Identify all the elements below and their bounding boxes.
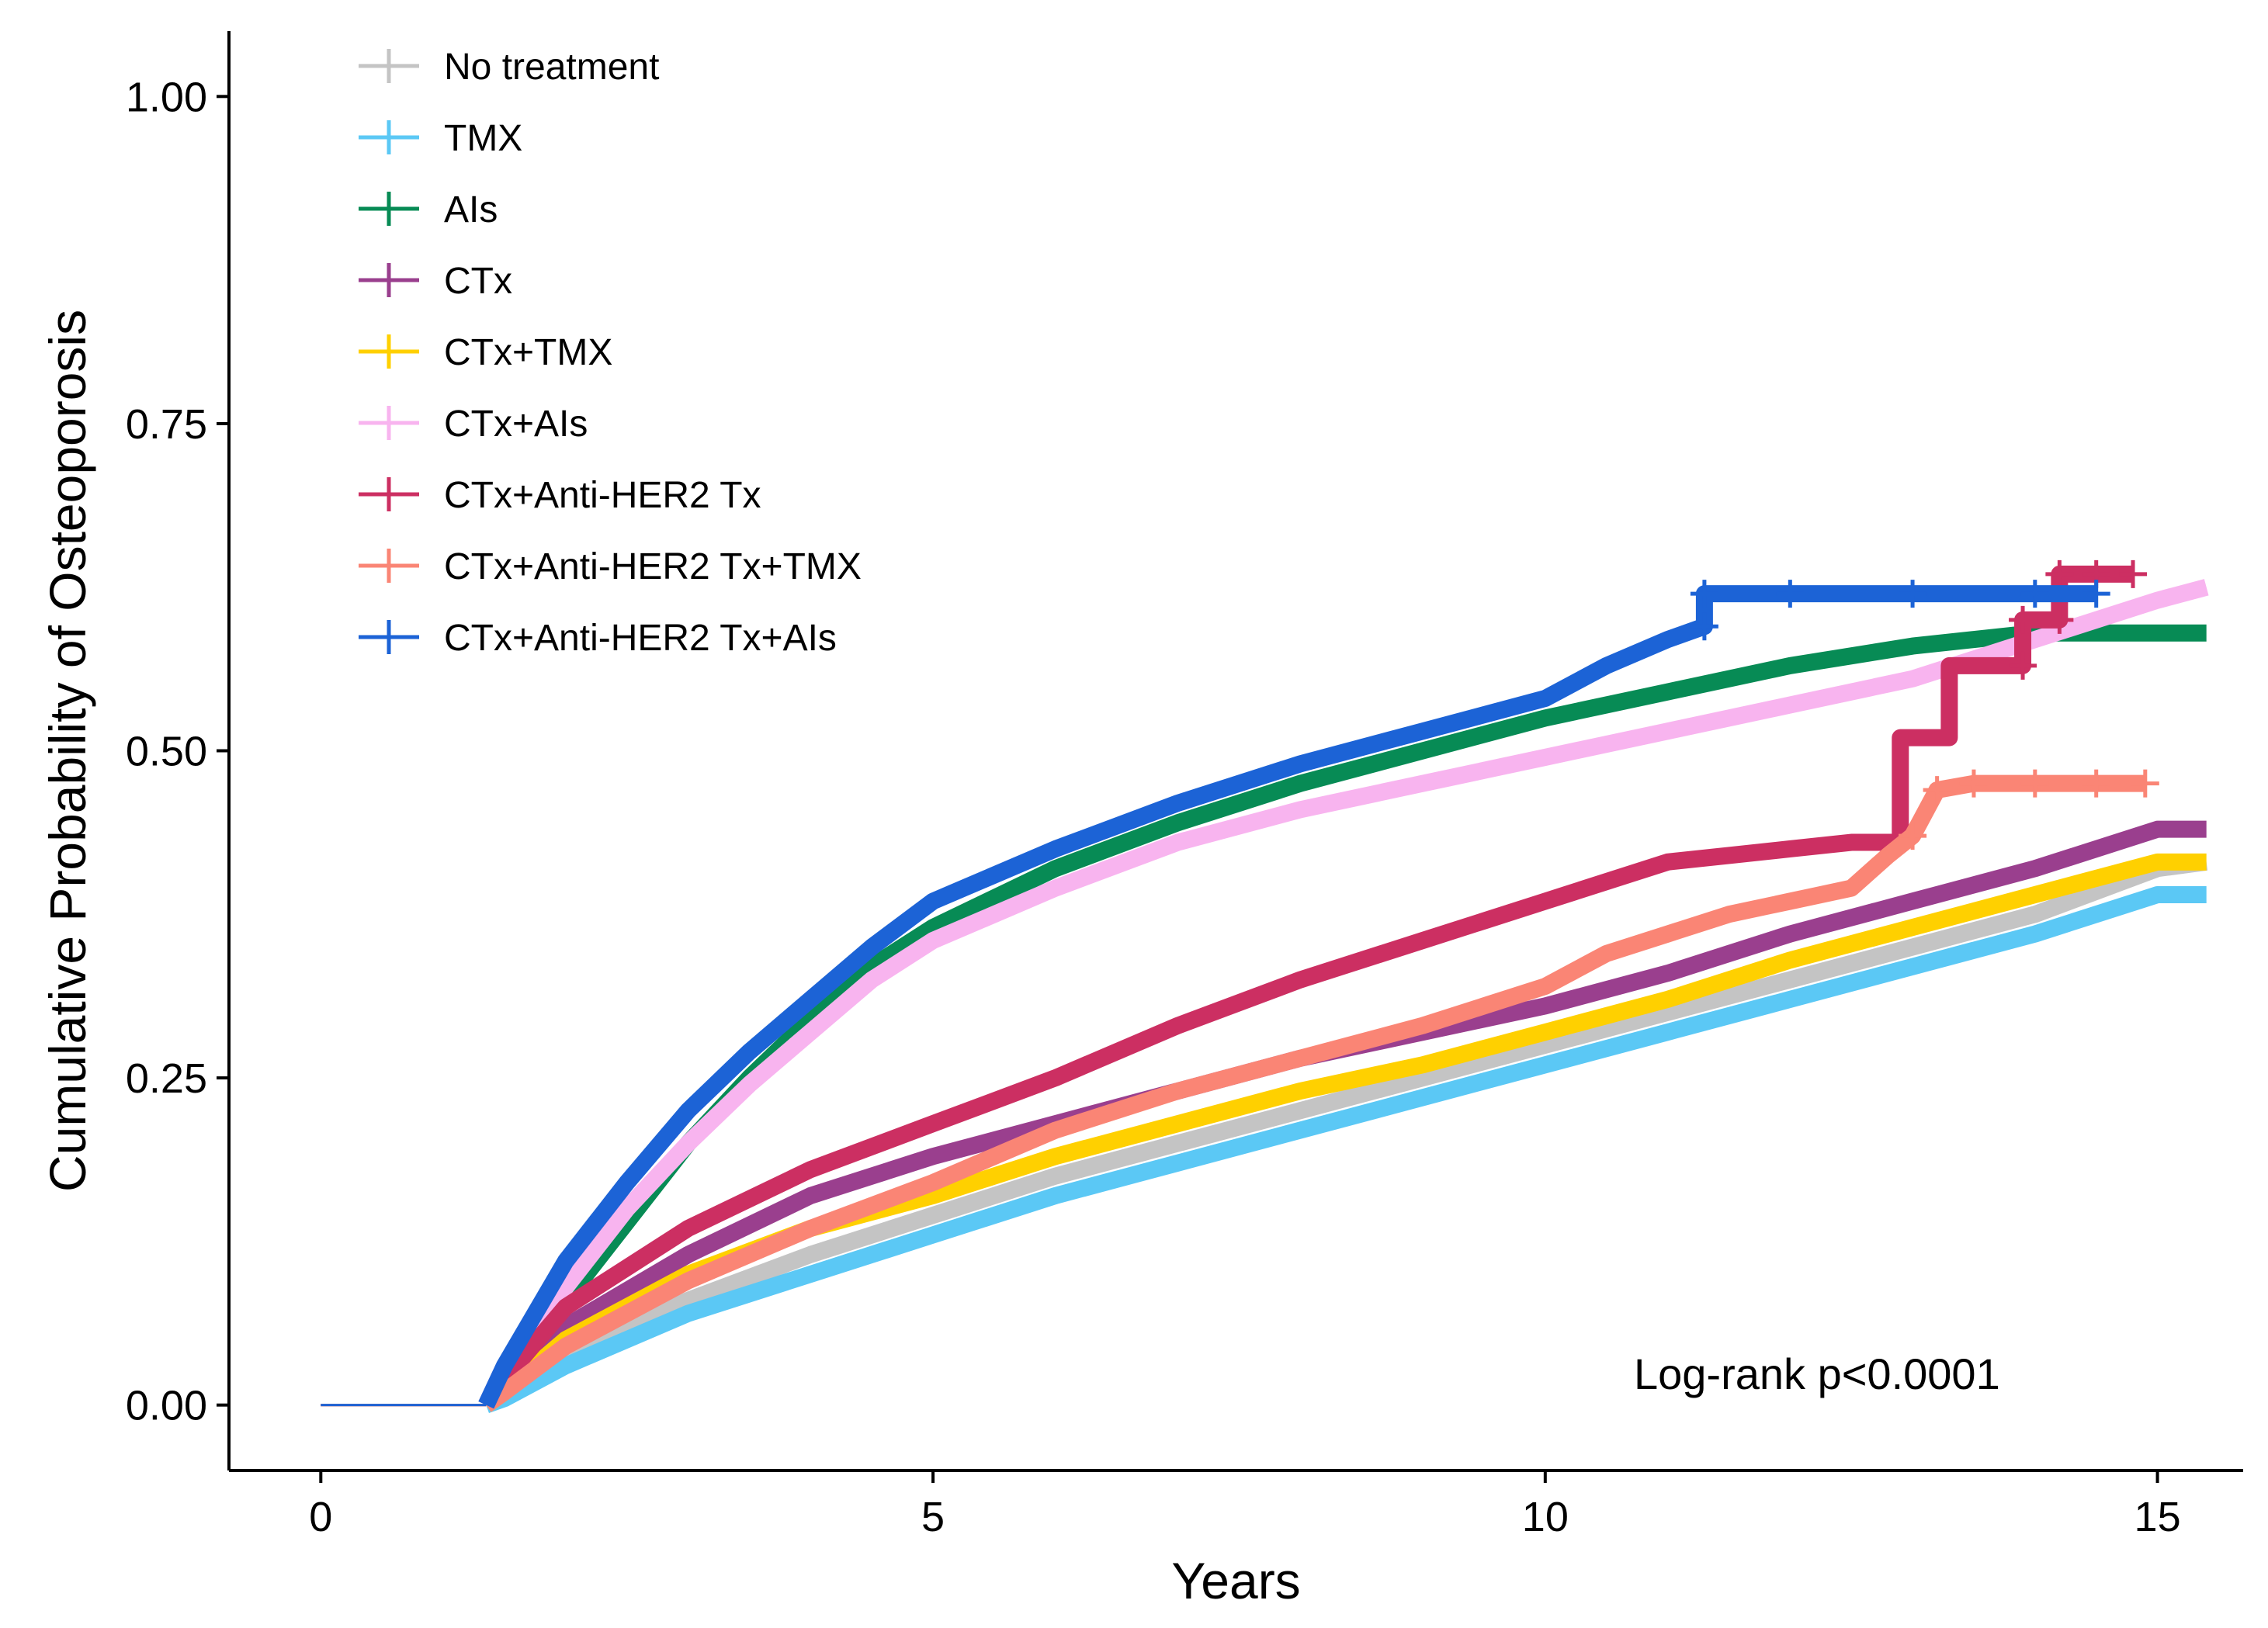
legend-item: AIs: [359, 189, 498, 230]
censor-mark: [2119, 559, 2148, 588]
censor-mark: [1690, 580, 1718, 608]
censor-mark: [1959, 769, 1988, 798]
censor-mark: [1690, 612, 1718, 641]
x-ticks: 0 5 10 15: [309, 1470, 2181, 1540]
censor-mark: [2082, 769, 2110, 798]
y-tick-label: 0.75: [126, 401, 207, 448]
series-line: [483, 886, 2207, 1414]
series-line: [480, 774, 2145, 1412]
censor-mark: [1923, 776, 1951, 805]
series-layer: [321, 559, 2209, 1414]
x-axis-title: Years: [1171, 1552, 1300, 1609]
legend-item: TMX: [359, 118, 522, 159]
x-tick-label: 0: [309, 1494, 332, 1540]
censor-mark: [2020, 580, 2049, 608]
legend-label: CTx+Anti-HER2 Tx: [444, 475, 761, 516]
legend-item: CTx+Anti-HER2 Tx: [359, 475, 761, 516]
legend-item: CTx+TMX: [359, 332, 612, 373]
censor-mark: [2045, 605, 2074, 634]
censor-mark: [2009, 605, 2037, 634]
legend-item: No treatment: [359, 47, 659, 88]
censor-mark: [1776, 580, 1805, 608]
censor-mark: [2082, 580, 2110, 608]
censor-mark: [1899, 822, 1927, 850]
censor-mark: [2045, 559, 2074, 588]
y-tick-label: 0.50: [126, 729, 207, 775]
series-line: [478, 585, 2096, 1409]
legend-item: CTx: [359, 261, 512, 302]
series-line: [478, 579, 2209, 1409]
censor-mark: [2009, 651, 2037, 680]
legend-item: CTx+AIs: [359, 404, 588, 445]
legend-label: AIs: [444, 189, 498, 230]
censor-mark: [1899, 580, 1927, 608]
series-line: [479, 565, 2134, 1410]
log-rank-annotation: Log-rank p<0.0001: [1634, 1349, 2000, 1398]
y-tick-label: 0.25: [126, 1055, 207, 1102]
legend-label: No treatment: [444, 47, 659, 88]
series-ctx-anti-her2-tx-ais: [321, 580, 2110, 1409]
y-axis-title: Cumulative Probability of Osteoporosis: [39, 310, 96, 1192]
x-tick-label: 10: [1522, 1494, 1569, 1540]
legend-label: CTx+AIs: [444, 404, 588, 445]
x-tick-label: 15: [2134, 1494, 2181, 1540]
legend-item: CTx+Anti-HER2 Tx+TMX: [359, 546, 862, 587]
legend: No treatment TMX AIs CTx CTx+TMX CTx+AIs CTx+A…: [359, 47, 862, 659]
legend-label: CTx: [444, 261, 512, 302]
series-line: [480, 853, 2208, 1412]
censor-mark: [2131, 769, 2159, 798]
y-tick-label: 1.00: [126, 74, 207, 120]
legend-label: CTx+TMX: [444, 332, 612, 373]
series-ctx-anti-her2-tx: [321, 559, 2148, 1410]
censor-mark: [2020, 769, 2049, 798]
legend-label: CTx+Anti-HER2 Tx+TMX: [444, 546, 862, 587]
legend-label: CTx+Anti-HER2 Tx+AIs: [444, 618, 837, 659]
y-ticks: 0.00 0.25 0.50 0.75 1.00: [126, 74, 229, 1429]
x-tick-label: 5: [921, 1494, 945, 1540]
legend-item: CTx+Anti-HER2 Tx+AIs: [359, 618, 837, 659]
legend-label: TMX: [444, 118, 522, 159]
y-tick-label: 0.00: [126, 1383, 207, 1429]
